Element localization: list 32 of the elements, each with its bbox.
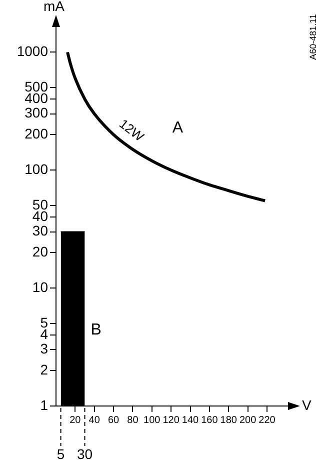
x-tick-label: 160 [201,414,218,426]
x-tick-label: 100 [144,414,161,426]
x-tick-label: 220 [258,414,276,426]
y-tick-label: 3 [40,340,48,357]
x-tick-label: 80 [127,414,139,426]
y-tick-label: 200 [24,125,48,142]
y-tick-label: 30 [32,222,48,239]
ref-line-label: 5 [56,446,65,462]
y-tick-label: 1 [40,396,48,413]
y-tick-label: 50 [32,196,48,212]
x-tick-label: 140 [182,414,200,426]
y-tick-label: 20 [32,243,48,260]
y-tick-label: 5 [40,314,48,330]
x-tick-label: 60 [108,414,120,426]
y-tick-label: 100 [24,160,48,177]
y-axis-title: mA [44,0,66,14]
x-tick-label: 180 [220,414,238,426]
annotation: A [172,119,184,136]
x-tick-label: 40 [88,414,100,426]
x-axis-title: V [302,396,312,413]
line-series [66,50,267,202]
x-tick-label: 200 [239,414,257,426]
text: 12W [116,116,148,145]
y-tick-label: 1000 [16,43,48,60]
x-tick-label: 120 [162,414,180,426]
y-tick-label: 2 [40,361,48,378]
series-label: B [90,322,102,339]
ref-line-label: 30 [76,446,93,462]
text: A60-481.11 [308,14,318,60]
x-tick-label: 20 [70,414,82,426]
y-tick-label: 10 [32,278,48,295]
y-tick-label: 300 [24,104,48,121]
